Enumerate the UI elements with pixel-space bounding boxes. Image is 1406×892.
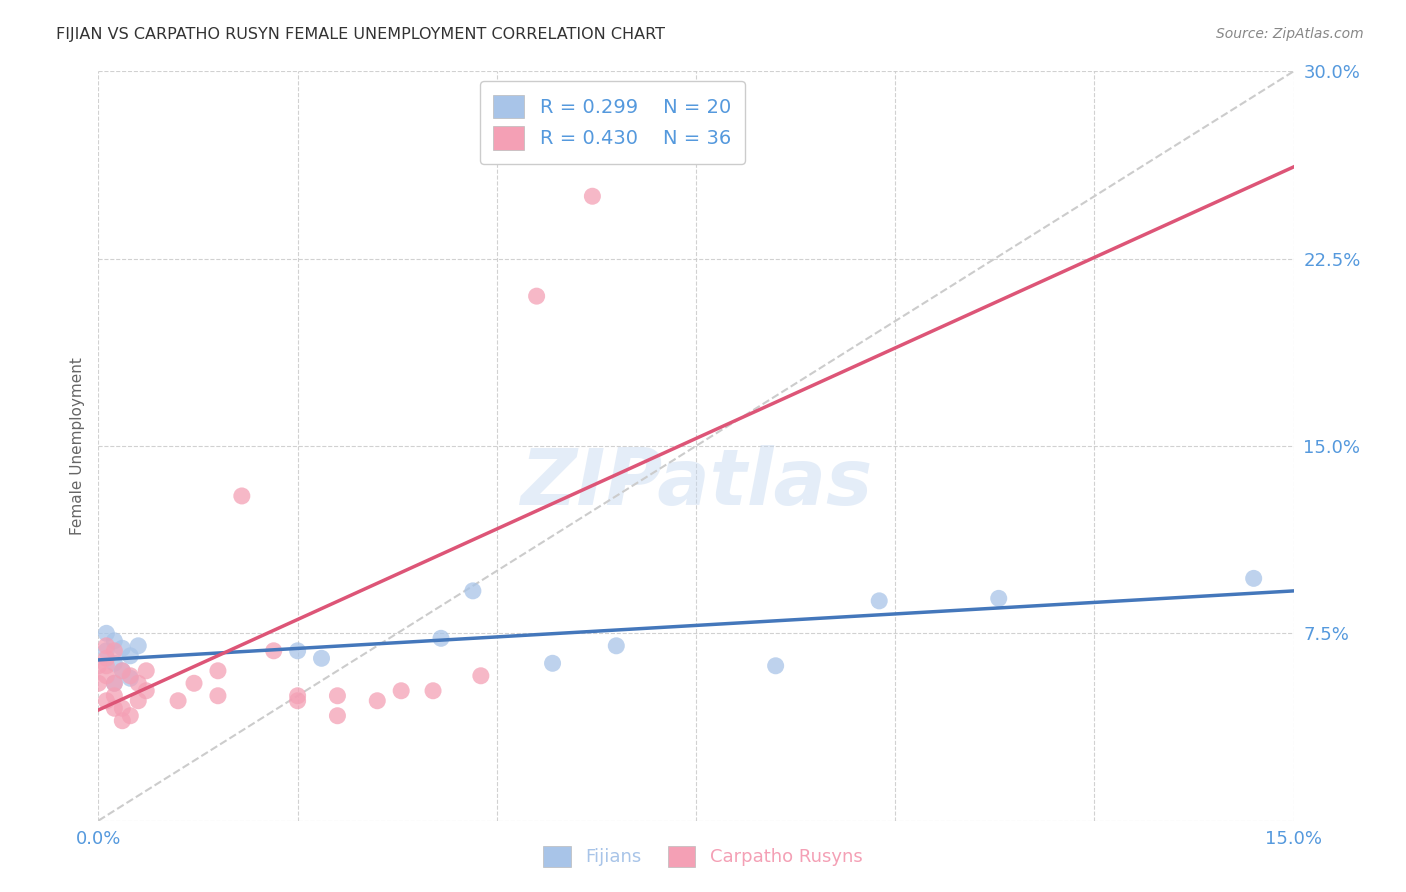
Point <box>207 689 229 703</box>
Point <box>366 694 388 708</box>
Point <box>287 644 309 658</box>
Point <box>207 664 229 678</box>
Point <box>96 694 118 708</box>
Point <box>103 689 125 703</box>
Point <box>287 694 309 708</box>
Point <box>461 583 484 598</box>
Point <box>103 633 125 648</box>
Point <box>605 639 627 653</box>
Text: Source: ZipAtlas.com: Source: ZipAtlas.com <box>1216 27 1364 41</box>
Point <box>263 644 285 658</box>
Point <box>127 639 149 653</box>
Point <box>167 694 190 708</box>
Point <box>120 671 142 685</box>
Point <box>326 708 349 723</box>
Point <box>111 664 134 678</box>
Point <box>470 669 492 683</box>
Point <box>111 701 134 715</box>
Point <box>103 676 125 690</box>
Point <box>103 644 125 658</box>
Point <box>183 676 205 690</box>
Text: FIJIAN VS CARPATHO RUSYN FEMALE UNEMPLOYMENT CORRELATION CHART: FIJIAN VS CARPATHO RUSYN FEMALE UNEMPLOY… <box>56 27 665 42</box>
Point <box>111 714 134 728</box>
Point <box>311 651 333 665</box>
Point <box>287 689 309 703</box>
Point <box>987 591 1010 606</box>
Point <box>541 657 564 671</box>
Point <box>87 676 110 690</box>
Point <box>120 648 142 663</box>
Point <box>868 594 890 608</box>
Point <box>135 683 157 698</box>
Point <box>96 669 118 683</box>
Point <box>111 641 134 656</box>
Point <box>103 701 125 715</box>
Point <box>103 676 125 690</box>
Point <box>1243 571 1265 585</box>
Point <box>96 658 118 673</box>
Point <box>96 626 118 640</box>
Point <box>581 189 603 203</box>
Point <box>430 632 453 646</box>
Point <box>231 489 253 503</box>
Point <box>111 664 134 678</box>
Point <box>389 683 412 698</box>
Point <box>326 689 349 703</box>
Point <box>526 289 548 303</box>
Point <box>422 683 444 698</box>
Point <box>127 676 149 690</box>
Point <box>96 639 118 653</box>
Point <box>135 664 157 678</box>
Point <box>120 708 142 723</box>
Point <box>765 658 787 673</box>
Point <box>96 651 118 665</box>
Point <box>96 644 118 658</box>
Point <box>87 658 110 673</box>
Legend: R = 0.299    N = 20, R = 0.430    N = 36: R = 0.299 N = 20, R = 0.430 N = 36 <box>479 81 745 163</box>
Legend: Fijians, Carpatho Rusyns: Fijians, Carpatho Rusyns <box>536 838 870 874</box>
Point <box>103 657 125 671</box>
Point <box>120 669 142 683</box>
Point <box>127 694 149 708</box>
Text: ZIPatlas: ZIPatlas <box>520 445 872 522</box>
Y-axis label: Female Unemployment: Female Unemployment <box>69 357 84 535</box>
